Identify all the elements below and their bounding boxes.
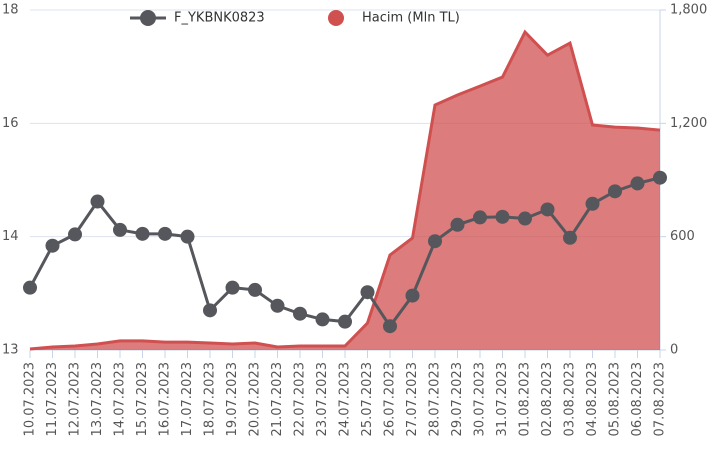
x-tick-label: 02.08.2023 bbox=[540, 362, 555, 436]
x-tick-label: 22.07.2023 bbox=[293, 362, 308, 436]
x-tick-label: 11.07.2023 bbox=[45, 362, 60, 436]
x-tick-label: 25.07.2023 bbox=[360, 362, 375, 436]
x-tick-label: 04.08.2023 bbox=[585, 362, 600, 436]
marker bbox=[158, 226, 172, 241]
y-tick-label: 16 bbox=[2, 116, 19, 131]
x-tick-label: 28.07.2023 bbox=[428, 362, 443, 436]
y2-tick-label: 1,200 bbox=[670, 116, 707, 131]
marker bbox=[315, 312, 330, 327]
y2-tick-label: 1,800 bbox=[670, 3, 707, 18]
y-tick-label: 18 bbox=[2, 3, 19, 18]
marker bbox=[180, 229, 195, 244]
x-tick-label: 24.07.2023 bbox=[338, 362, 353, 436]
marker bbox=[495, 209, 510, 224]
marker bbox=[23, 280, 37, 295]
x-tick-label: 10.07.2023 bbox=[23, 362, 38, 436]
x-tick-label: 01.08.2023 bbox=[518, 362, 533, 436]
x-tick-label: 30.07.2023 bbox=[473, 362, 488, 436]
marker bbox=[135, 226, 150, 241]
marker bbox=[338, 314, 352, 329]
x-tick-label: 20.07.2023 bbox=[248, 362, 263, 436]
x-tick-label: 15.07.2023 bbox=[135, 362, 150, 436]
marker bbox=[608, 184, 622, 199]
marker bbox=[203, 303, 217, 318]
marker bbox=[473, 210, 487, 225]
marker bbox=[630, 176, 645, 191]
y-tick-label: 14 bbox=[2, 229, 19, 244]
marker bbox=[585, 196, 600, 211]
x-tick-label: 16.07.2023 bbox=[158, 362, 173, 436]
legend-symbol bbox=[140, 10, 156, 26]
x-tick-label: 06.08.2023 bbox=[630, 362, 645, 436]
x-tick-label: 14.07.2023 bbox=[113, 362, 128, 436]
x-tick-label: 13.07.2023 bbox=[90, 362, 105, 436]
marker bbox=[90, 194, 105, 209]
legend-label: F_YKBNK0823 bbox=[174, 11, 265, 26]
x-tick-label: 07.08.2023 bbox=[653, 362, 668, 436]
marker bbox=[540, 202, 555, 217]
legend-item: F_YKBNK0823 bbox=[130, 10, 265, 26]
x-tick-label: 21.07.2023 bbox=[270, 362, 285, 436]
y-tick-label: 13 bbox=[2, 343, 19, 358]
legend-symbol bbox=[328, 10, 344, 26]
marker bbox=[225, 280, 240, 295]
marker bbox=[383, 319, 397, 334]
marker bbox=[563, 230, 577, 245]
x-tick-label: 05.08.2023 bbox=[608, 362, 623, 436]
marker bbox=[518, 211, 532, 226]
marker bbox=[113, 222, 127, 237]
area-fill bbox=[30, 32, 660, 350]
marker bbox=[45, 238, 60, 253]
marker bbox=[428, 234, 442, 249]
area-line bbox=[29, 29, 661, 351]
x-tick-label: 17.07.2023 bbox=[180, 362, 195, 436]
marker bbox=[360, 285, 375, 300]
x-tick-label: 18.07.2023 bbox=[203, 362, 218, 436]
marker bbox=[653, 170, 667, 185]
marker bbox=[450, 217, 465, 232]
x-tick-label: 19.07.2023 bbox=[225, 362, 240, 436]
y2-tick-label: 600 bbox=[670, 229, 695, 244]
marker bbox=[68, 227, 82, 242]
x-tick-label: 27.07.2023 bbox=[405, 362, 420, 436]
legend-item: Hacim (Mln TL) bbox=[328, 10, 460, 26]
marker bbox=[293, 306, 307, 321]
marker bbox=[270, 298, 285, 313]
legend-label: Hacim (Mln TL) bbox=[362, 11, 460, 26]
marker bbox=[405, 288, 420, 303]
x-tick-label: 12.07.2023 bbox=[68, 362, 83, 436]
marker bbox=[248, 282, 262, 297]
x-tick-label: 29.07.2023 bbox=[450, 362, 465, 436]
x-tick-label: 03.08.2023 bbox=[563, 362, 578, 436]
y2-tick-label: 0 bbox=[670, 343, 678, 358]
x-tick-label: 23.07.2023 bbox=[315, 362, 330, 436]
x-tick-label: 26.07.2023 bbox=[383, 362, 398, 436]
x-tick-label: 31.07.2023 bbox=[495, 362, 510, 436]
